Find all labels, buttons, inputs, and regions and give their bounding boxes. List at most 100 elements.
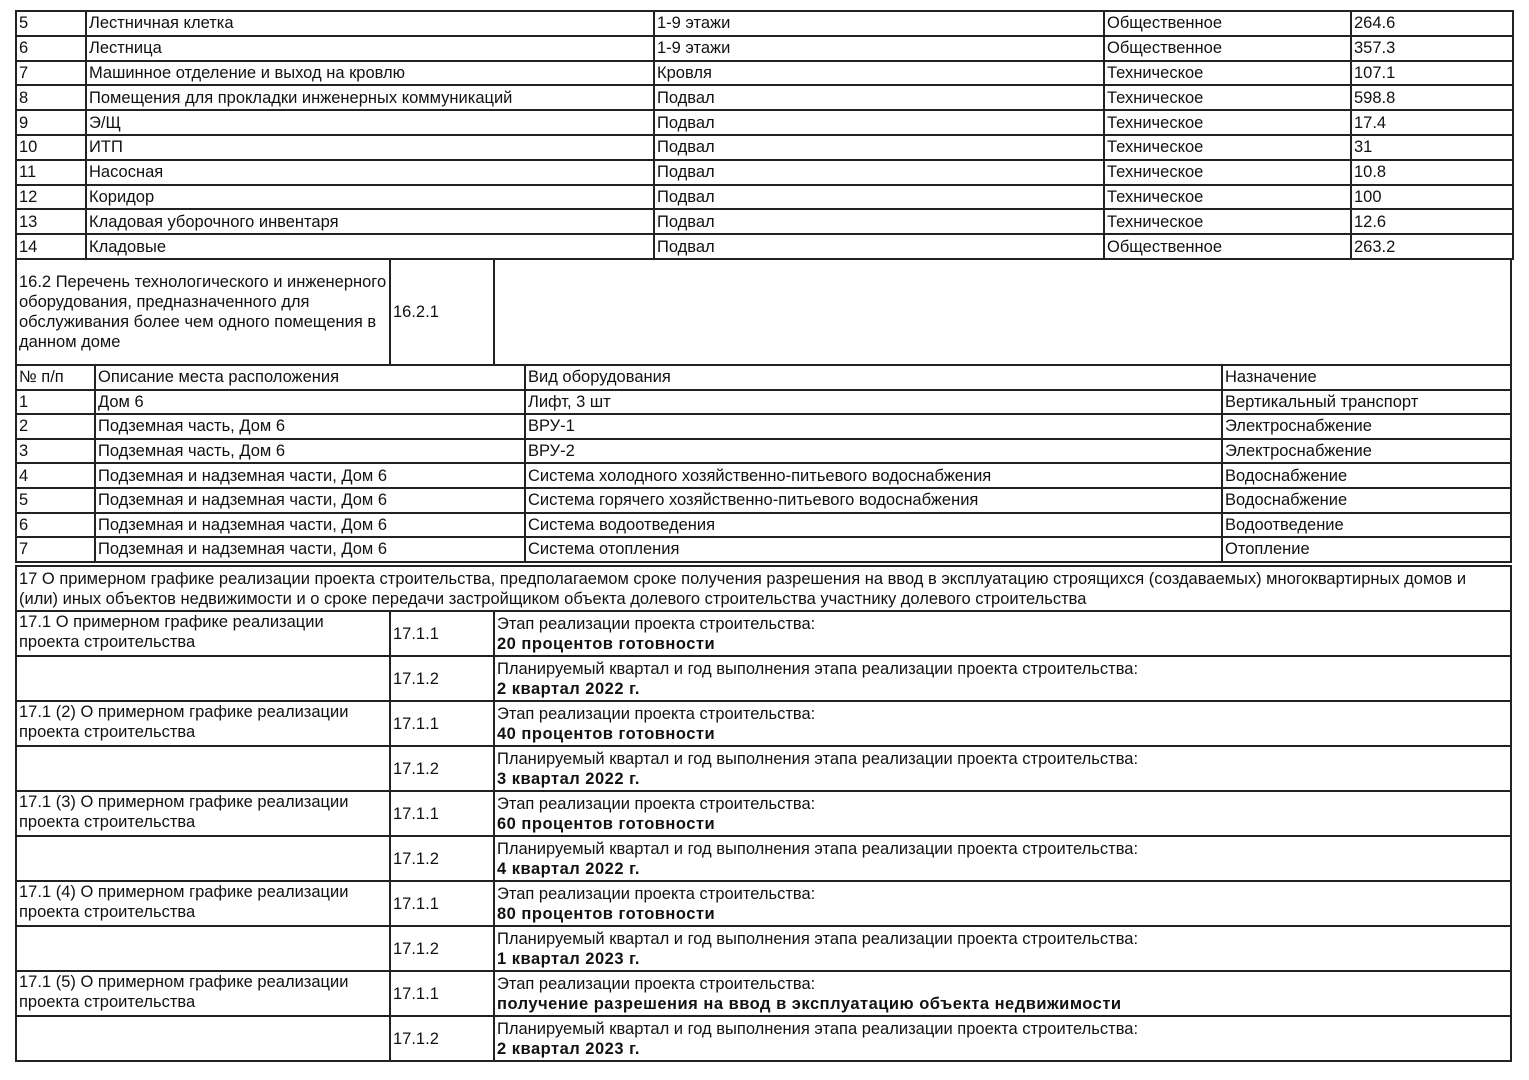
equipment-type: Система водоотведения bbox=[524, 511, 1223, 539]
equipment-type: Система горячего хозяйственно-питьевого … bbox=[524, 486, 1223, 514]
location: Подвал bbox=[653, 84, 1105, 112]
location-description: Подземная часть, Дом 6 bbox=[94, 413, 526, 440]
location: 1-9 этажи bbox=[653, 34, 1105, 62]
equipment-purpose: Водоотведение bbox=[1221, 511, 1512, 539]
equipment-type: ВРУ-1 bbox=[524, 413, 1223, 440]
purpose: Техническое bbox=[1103, 84, 1352, 112]
stage: Этап реализации проекта строительства: 40… bbox=[493, 700, 1512, 747]
table-header: № п/п Описание места расположения Вид обор… bbox=[15, 364, 1512, 391]
stage-value: 80 процентов готовности bbox=[497, 904, 716, 923]
quarter-code: 17.1.2 bbox=[389, 655, 495, 702]
schedule-title: 17.1 О примерном графике реализации прое… bbox=[15, 610, 391, 657]
table-row: 1 Дом 6 Лифт, 3 шт Вертикальный транспорт bbox=[15, 388, 1512, 416]
quarter-label: Планируемый квартал и год выполнения эта… bbox=[497, 659, 1139, 678]
row-number: 6 bbox=[15, 34, 87, 62]
area: 263.2 bbox=[1350, 233, 1514, 260]
location: Подвал bbox=[653, 158, 1105, 186]
row-number: 14 bbox=[15, 233, 87, 260]
location: Подвал bbox=[653, 109, 1105, 136]
row-number: 13 bbox=[15, 208, 87, 236]
purpose: Общественное bbox=[1103, 34, 1352, 62]
table-row: 4 Подземная и надземная части, Дом 6 Систе… bbox=[15, 462, 1512, 489]
equipment-type: Система холодного хозяйственно-питьевого… bbox=[524, 462, 1223, 489]
area: 12.6 bbox=[1350, 208, 1514, 236]
equipment-purpose: Водоснабжение bbox=[1221, 486, 1512, 514]
schedule-quarter-row: 17.1.2 Планируемый квартал и год выполнен… bbox=[15, 745, 1512, 792]
stage-label: Этап реализации проекта строительства: bbox=[497, 614, 816, 633]
table-row: 6 Лестница 1-9 этажи Общественное 357.3 bbox=[15, 34, 1514, 62]
section-16-2-title: 16.2 Перечень технологического и инженер… bbox=[15, 258, 391, 366]
table-row: 5 Подземная и надземная части, Дом 6 Систе… bbox=[15, 486, 1512, 514]
quarter-value: 2 квартал 2022 г. bbox=[497, 679, 640, 698]
row-number: 4 bbox=[15, 462, 96, 489]
row-number: 5 bbox=[15, 10, 87, 37]
schedule-quarter-row: 17.1.2 Планируемый квартал и год выполнен… bbox=[15, 655, 1512, 702]
equipment-purpose: Отопление bbox=[1221, 536, 1512, 563]
quarter: Планируемый квартал и год выполнения эта… bbox=[493, 1015, 1512, 1062]
premise-name: Лестница bbox=[85, 34, 655, 62]
location: Кровля bbox=[653, 59, 1105, 87]
premise-name: Помещения для прокладки инженерных комму… bbox=[85, 84, 655, 112]
stage: Этап реализации проекта строительства: 20… bbox=[493, 610, 1512, 657]
equipment-type: Лифт, 3 шт bbox=[524, 388, 1223, 416]
stage-code: 17.1.1 bbox=[389, 970, 495, 1017]
quarter: Планируемый квартал и год выполнения эта… bbox=[493, 835, 1512, 882]
location: Подвал bbox=[653, 233, 1105, 260]
stage-label: Этап реализации проекта строительства: bbox=[497, 704, 816, 723]
schedule-quarter-row: 17.1.2 Планируемый квартал и год выполнен… bbox=[15, 925, 1512, 972]
equipment-purpose: Водоснабжение bbox=[1221, 462, 1512, 489]
area: 100 bbox=[1350, 183, 1514, 211]
quarter-value: 4 квартал 2022 г. bbox=[497, 859, 640, 878]
location: 1-9 этажи bbox=[653, 10, 1105, 37]
quarter-code: 17.1.2 bbox=[389, 745, 495, 792]
header-equipment-purpose: Назначение bbox=[1221, 364, 1512, 391]
section-17-title: 17 О примерном графике реализации проект… bbox=[15, 565, 1512, 612]
quarter-value: 1 квартал 2023 г. bbox=[497, 949, 640, 968]
premises-table: 5 Лестничная клетка 1-9 этажи Общественное 2… bbox=[15, 10, 1514, 260]
stage-label: Этап реализации проекта строительства: bbox=[497, 884, 816, 903]
row-number: 12 bbox=[15, 183, 87, 211]
table-row: 3 Подземная часть, Дом 6 ВРУ-2 Электроснабж… bbox=[15, 437, 1512, 465]
row-number: 11 bbox=[15, 158, 87, 186]
schedule-title: 17.1 (5) О примерном графике реализации … bbox=[15, 970, 391, 1017]
equipment-purpose: Электроснабжение bbox=[1221, 413, 1512, 440]
quarter: Планируемый квартал и год выполнения эта… bbox=[493, 925, 1512, 972]
table-row: 2 Подземная часть, Дом 6 ВРУ-1 Электроснабж… bbox=[15, 413, 1512, 440]
row-number: 5 bbox=[15, 486, 96, 514]
quarter-label: Планируемый квартал и год выполнения эта… bbox=[497, 929, 1139, 948]
empty-cell bbox=[15, 925, 391, 972]
schedule-quarter-row: 17.1.2 Планируемый квартал и год выполнен… bbox=[15, 1015, 1512, 1062]
premise-name: ИТП bbox=[85, 133, 655, 161]
stage-value: 40 процентов готовности bbox=[497, 724, 716, 743]
area: 598.8 bbox=[1350, 84, 1514, 112]
section-17: 17 О примерном графике реализации проект… bbox=[15, 565, 1512, 612]
schedule-stage-row: 17.1 (5) О примерном графике реализации … bbox=[15, 970, 1512, 1017]
location-description: Дом 6 bbox=[94, 388, 526, 416]
area: 31 bbox=[1350, 133, 1514, 161]
purpose: Техническое bbox=[1103, 109, 1352, 136]
section-16-2-value bbox=[493, 258, 1512, 366]
table-row: 14 Кладовые Подвал Общественное 263.2 bbox=[15, 233, 1514, 260]
stage: Этап реализации проекта строительства: 60… bbox=[493, 790, 1512, 837]
quarter-label: Планируемый квартал и год выполнения эта… bbox=[497, 1019, 1139, 1038]
table-row: 8 Помещения для прокладки инженерных комм… bbox=[15, 84, 1514, 112]
schedule-stage-row: 17.1 (4) О примерном графике реализации … bbox=[15, 880, 1512, 927]
stage-code: 17.1.1 bbox=[389, 880, 495, 927]
quarter-value: 2 квартал 2023 г. bbox=[497, 1039, 640, 1058]
premise-name: Лестничная клетка bbox=[85, 10, 655, 37]
quarter-value: 3 квартал 2022 г. bbox=[497, 769, 640, 788]
schedule-stage-row: 17.1 (2) О примерном графике реализации … bbox=[15, 700, 1512, 747]
row-number: 1 bbox=[15, 388, 96, 416]
empty-cell bbox=[15, 1015, 391, 1062]
purpose: Общественное bbox=[1103, 233, 1352, 260]
quarter-code: 17.1.2 bbox=[389, 835, 495, 882]
stage-code: 17.1.1 bbox=[389, 610, 495, 657]
table-row: 11 Насосная Подвал Техническое 10.8 bbox=[15, 158, 1514, 186]
header-equipment-type: Вид оборудования bbox=[524, 364, 1223, 391]
location-description: Подземная часть, Дом 6 bbox=[94, 437, 526, 465]
quarter: Планируемый квартал и год выполнения эта… bbox=[493, 745, 1512, 792]
equipment-type: Система отопления bbox=[524, 536, 1223, 563]
purpose: Техническое bbox=[1103, 208, 1352, 236]
schedule-title: 17.1 (2) О примерном графике реализации … bbox=[15, 700, 391, 747]
table-row: 6 Подземная и надземная части, Дом 6 Систе… bbox=[15, 511, 1512, 539]
